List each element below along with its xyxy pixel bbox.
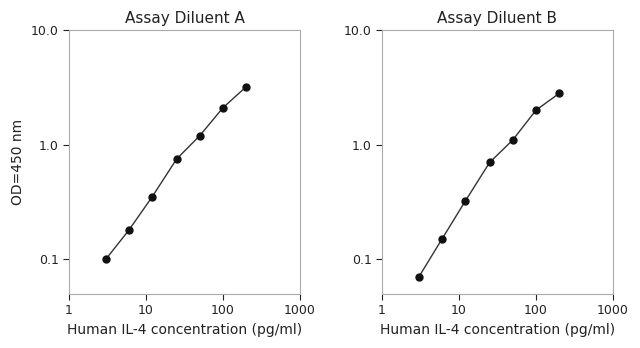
X-axis label: Human IL-4 concentration (pg/ml): Human IL-4 concentration (pg/ml) xyxy=(380,323,615,337)
Y-axis label: OD=450 nm: OD=450 nm xyxy=(11,119,25,205)
Title: Assay Diluent B: Assay Diluent B xyxy=(438,11,557,26)
X-axis label: Human IL-4 concentration (pg/ml): Human IL-4 concentration (pg/ml) xyxy=(67,323,302,337)
Title: Assay Diluent A: Assay Diluent A xyxy=(125,11,244,26)
